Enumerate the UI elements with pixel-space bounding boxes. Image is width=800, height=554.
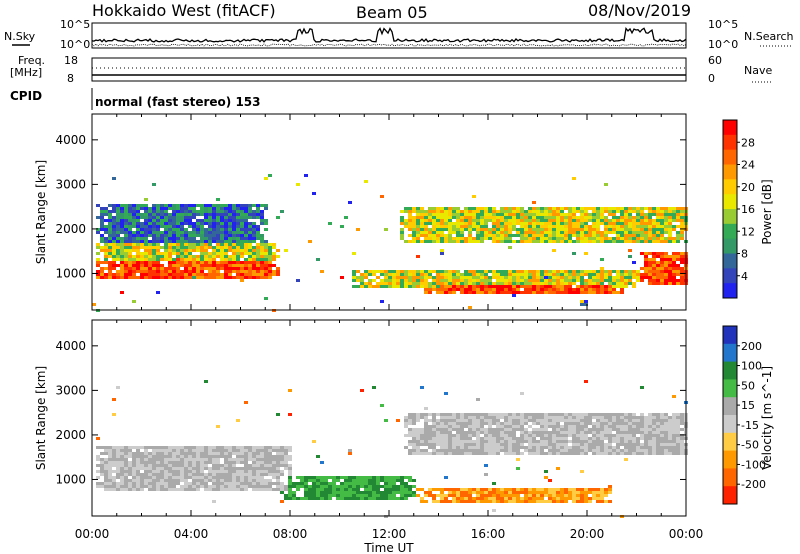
colorbar-swatch [723,415,737,434]
colorbar-swatch [723,194,737,210]
noise-panel: N.Sky 10^5 10^0 10^5 10^0 N.Search [4,18,794,51]
x-tick-label: 16:00 [471,527,506,541]
noise-sky-label: N.Sky [4,30,36,43]
colorbar-tick-label: -15 [741,419,759,432]
power-colorbar-label: Power [dB] [760,179,774,244]
y-tick-label: 1000 [55,266,86,280]
colorbar-tick-label: -100 [741,458,766,471]
colorbar-swatch [723,179,737,195]
colorbar-tick-label: -50 [741,439,759,452]
x-tick-label: 12:00 [372,527,407,541]
colorbar-tick-label: 50 [741,379,755,392]
freq-tick-top: 18 [64,54,78,67]
x-tick-label: 08:00 [273,527,308,541]
colorbar-tick-label: 100 [741,360,762,373]
nave-tick-bottom: 0 [708,72,715,85]
colorbar-swatch [723,149,737,165]
noise-left-tick-bottom: 10^0 [60,38,90,51]
y-tick-label: 2000 [55,428,86,442]
cpid-text: normal (fast stereo) 153 [95,95,261,109]
power-ylabel: Slant Range [km] [34,160,48,264]
colorbar-swatch [723,120,737,136]
beam-title: Beam 05 [356,3,428,22]
x-tick-label: 04:00 [174,527,209,541]
colorbar-swatch [723,326,737,345]
cpid-label: CPID [10,89,42,103]
colorbar-tick-label: 4 [741,270,748,283]
colorbar-swatch [723,468,737,487]
colorbar-tick-label: 12 [741,225,755,238]
colorbar-swatch [723,238,737,254]
colorbar-swatch [723,432,737,452]
velocity-panel: 1000 2000 3000 4000 Slant Range [km] 200 100… [34,319,774,518]
colorbar-swatch [723,209,737,225]
y-tick-label: 4000 [55,339,86,353]
y-tick-label: 3000 [55,383,86,397]
y-tick-label: 4000 [55,133,86,147]
colorbar-swatch [723,343,737,363]
velocity-colorbar-label: Velocity [m s^-1] [760,366,774,470]
noise-right-tick-top: 10^5 [708,18,738,31]
y-tick-label: 3000 [55,177,86,191]
colorbar-tick-label: 16 [741,203,755,216]
noise-search-label: N.Search [744,30,794,43]
freq-unit-label: [MHz] [10,66,42,79]
colorbar-swatch [723,397,737,416]
nave-label: Nave [744,64,772,77]
x-tick-label: 00:00 [669,527,704,541]
nave-tick-top: 60 [708,54,722,67]
colorbar-swatch [723,283,737,299]
radar-title: Hokkaido West (fitACF) [92,1,276,20]
y-tick-label: 2000 [55,222,86,236]
x-tick-label: 20:00 [570,527,605,541]
colorbar-tick-label: 28 [741,136,755,149]
freq-tick-bottom: 8 [67,72,74,85]
x-axis-label: Time UT [363,541,414,554]
colorbar-swatch [723,223,737,240]
colorbar-swatch [723,164,737,180]
colorbar-tick-label: 20 [741,181,755,194]
cpid-panel: CPID normal (fast stereo) 153 [10,88,261,110]
freq-panel: Freq. [MHz] 18 8 60 0 Nave [10,54,772,85]
colorbar-tick-label: 200 [741,340,762,353]
colorbar-tick-label: 8 [741,248,748,261]
colorbar-swatch [723,379,737,398]
colorbar-swatch [723,450,737,469]
noise-right-tick-bottom: 10^0 [708,38,738,51]
date-title: 08/Nov/2019 [588,1,691,20]
velocity-ylabel: Slant Range [km] [34,366,48,470]
power-panel: 1000 2000 3000 4000 Slant Range [km] 28 24 20… [34,113,774,312]
colorbar-tick-label: -200 [741,478,766,491]
noise-left-tick-top: 10^5 [60,18,90,31]
colorbar-tick-label: 24 [741,159,755,172]
colorbar-swatch [723,134,737,151]
colorbar-swatch [723,253,737,269]
colorbar-swatch [723,361,737,380]
colorbar-swatch [723,486,737,505]
x-tick-label: 00:00 [75,527,110,541]
y-tick-label: 1000 [55,472,86,486]
colorbar-swatch [723,268,737,284]
freq-label: Freq. [18,54,45,67]
colorbar-tick-label: 15 [741,399,755,412]
